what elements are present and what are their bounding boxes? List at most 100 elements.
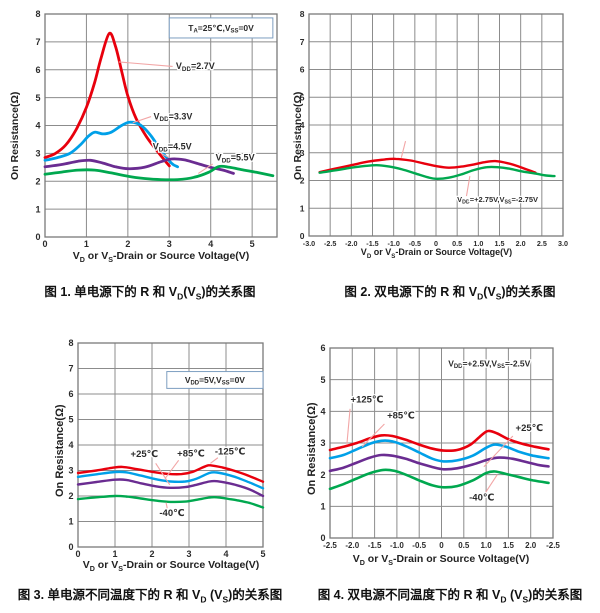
svg-text:6: 6 [300,65,305,75]
svg-text:VDD=4.5V: VDD=4.5V [153,141,192,153]
figure-3-x-axis-label: VD or VS-Drain or Source Voltage(V) [82,559,260,574]
svg-text:1: 1 [320,502,325,512]
svg-text:3.0: 3.0 [558,239,568,248]
svg-text:6: 6 [35,65,40,75]
figure-2-caption: 图 2. 双电源下的 R 和 VD(VS)的关系图 [344,285,556,302]
svg-text:1: 1 [35,204,40,214]
svg-text:2.0: 2.0 [516,239,526,248]
svg-text:-1.0: -1.0 [390,541,404,550]
svg-text:1.0: 1.0 [473,239,483,248]
svg-text:4: 4 [300,120,305,130]
svg-text:0: 0 [75,549,80,559]
svg-text:2.0: 2.0 [525,541,537,550]
svg-text:1.0: 1.0 [481,541,493,550]
svg-text:1: 1 [300,203,305,213]
svg-text:VDD=+2.5V,VSS=-2.5V: VDD=+2.5V,VSS=-2.5V [448,358,530,370]
svg-text:0: 0 [68,542,73,552]
svg-text:0: 0 [42,239,47,248]
svg-text:+25℃: +25℃ [516,423,544,434]
svg-text:+85℃: +85℃ [177,448,205,459]
svg-text:-40℃: -40℃ [159,508,184,519]
svg-text:8: 8 [68,338,73,348]
svg-text:5: 5 [68,415,73,425]
svg-text:2: 2 [125,239,130,248]
svg-text:1: 1 [112,549,117,559]
svg-text:6: 6 [68,389,73,399]
svg-text:7: 7 [68,364,73,374]
svg-text:3: 3 [300,148,305,158]
svg-text:-40℃: -40℃ [469,493,494,504]
svg-text:5: 5 [300,92,305,102]
svg-text:0: 0 [434,239,438,248]
svg-text:1: 1 [84,239,89,248]
svg-text:-0.5: -0.5 [409,239,421,248]
figure-4-caption: 图 4. 双电源不同温度下的 R 和 VD (VS)的关系图 [317,588,583,605]
figure-1-plot: TA=25℃,VSS=0V VDD=2.7V VDD=3.3V VDD=4.5V VDD… [35,9,278,248]
svg-text:7: 7 [35,37,40,47]
svg-text:-3.0: -3.0 [303,239,315,248]
svg-text:+125℃: +125℃ [351,394,384,405]
svg-text:TA=25℃,VSS=0V: TA=25℃,VSS=0V [188,23,254,35]
svg-text:+85℃: +85℃ [387,410,415,421]
svg-text:2: 2 [320,470,325,480]
svg-text:3: 3 [35,149,40,159]
svg-text:-2.0: -2.0 [345,239,357,248]
svg-text:0.5: 0.5 [458,541,470,550]
svg-text:-0.5: -0.5 [412,541,426,550]
svg-text:5: 5 [35,93,40,103]
svg-text:1.5: 1.5 [503,541,515,550]
svg-text:4: 4 [320,407,325,417]
svg-text:VDD=+2.75V,VSS=-2.75V: VDD=+2.75V,VSS=-2.75V [457,195,538,206]
svg-text:4: 4 [68,440,73,450]
svg-text:-125℃: -125℃ [215,447,246,458]
figure-4-plot: VDD=+2.5V,VSS=-2.5V +125℃+85℃ +25℃ -40℃ -2.5… [320,343,560,550]
figure-1-x-axis-label: VD or VS-Drain or Source Voltage(V) [72,250,250,265]
svg-text:VDD=5.5V: VDD=5.5V [216,153,255,165]
svg-text:4: 4 [35,121,40,131]
svg-text:-2.0: -2.0 [345,541,359,550]
svg-text:-2.5: -2.5 [546,541,560,550]
svg-text:2: 2 [35,176,40,186]
svg-text:5: 5 [320,375,325,385]
figure-1-y-axis-label: On Resistance(Ω) [9,91,21,180]
svg-text:-1.5: -1.5 [366,239,378,248]
svg-text:5: 5 [250,239,255,248]
figure-4-y-axis-label: On Resistance(Ω) [306,402,318,495]
figure-3-plot: VDD=5V,VSS=0V -125℃ +85℃ +25℃ -40℃ 0 1 2 3 4 5 0 1 2 3… [68,338,265,559]
svg-text:8: 8 [35,9,40,19]
svg-text:3: 3 [68,466,73,476]
svg-text:3: 3 [186,549,191,559]
svg-text:2.5: 2.5 [537,239,547,248]
svg-text:2: 2 [300,176,305,186]
svg-text:-2.5: -2.5 [324,239,336,248]
svg-text:0: 0 [439,541,444,550]
figure-3-caption: 图 3. 单电源不同温度下的 R 和 VD (VS)的关系图 [17,588,283,605]
svg-text:VDD=3.3V: VDD=3.3V [154,111,193,123]
svg-text:1: 1 [68,517,73,527]
svg-text:0: 0 [35,232,40,242]
svg-text:0.5: 0.5 [452,239,462,248]
figure-3-y-axis-label: On Resistance(Ω) [54,404,66,497]
svg-text:3: 3 [167,239,172,248]
svg-text:2: 2 [149,549,154,559]
svg-text:6: 6 [320,343,325,353]
svg-text:8: 8 [300,9,305,19]
figure-4-x-axis-label: VD or VS-Drain or Source Voltage(V) [352,553,530,568]
svg-text:VDD=5V,VSS=0V: VDD=5V,VSS=0V [185,375,245,387]
svg-text:0: 0 [300,231,305,241]
svg-text:4: 4 [208,239,213,248]
svg-text:-1.0: -1.0 [387,239,399,248]
svg-text:-2.5: -2.5 [323,541,337,550]
svg-text:0: 0 [320,533,325,543]
figure-2-x-axis-label: VD or VS-Drain or Source Voltage(V) [360,247,513,260]
svg-text:1.5: 1.5 [495,239,505,248]
svg-text:+25℃: +25℃ [131,449,159,460]
svg-text:3: 3 [320,438,325,448]
figure-2-y-axis-label: On Resistance(Ω) [292,91,304,180]
svg-text:4: 4 [223,549,228,559]
svg-text:2: 2 [68,491,73,501]
svg-text:5: 5 [260,549,265,559]
figure-2-plot: VDD=+2.75V,VSS=-2.75V -3.0 -2.5 -2.0 -1.5 -1.… [300,9,568,248]
svg-text:-1.5: -1.5 [368,541,382,550]
